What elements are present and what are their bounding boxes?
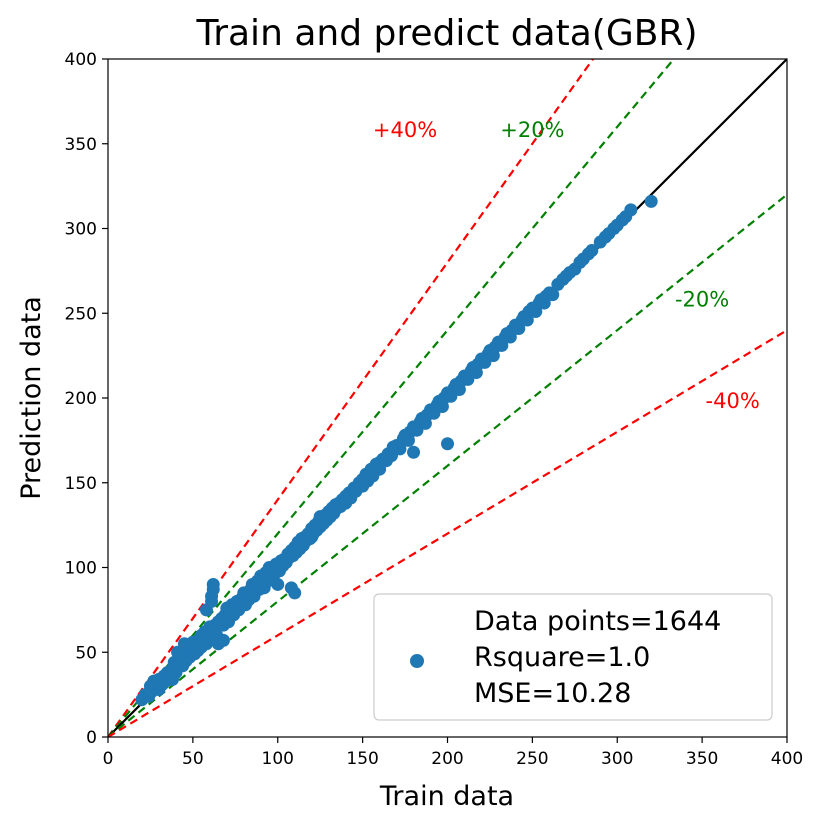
data-point	[644, 194, 658, 208]
data-point	[441, 437, 454, 451]
y-tick-label: 350	[65, 135, 97, 155]
annotation-3: -40%	[706, 389, 760, 413]
legend-line-1: Data points=1644	[474, 606, 721, 637]
reference-line-4	[108, 329, 787, 737]
x-tick-label: 100	[262, 749, 294, 769]
y-tick-label: 250	[65, 304, 97, 324]
y-tick-label: 150	[65, 474, 97, 494]
x-tick-label: 0	[103, 749, 114, 769]
data-point	[216, 633, 230, 647]
data-point	[393, 442, 407, 456]
y-tick-label: 50	[75, 643, 97, 663]
legend-line-2: Rsquare=1.0	[474, 642, 650, 673]
legend: Data points=1644 Rsquare=1.0 MSE=10.28	[373, 593, 773, 721]
reference-line-1	[108, 59, 676, 737]
x-tick-label: 150	[346, 749, 378, 769]
data-points	[135, 194, 658, 707]
data-point	[546, 288, 560, 302]
annotations: +40% +20% -20% -40%	[373, 118, 760, 413]
y-tick-label: 100	[65, 559, 97, 579]
data-point	[407, 445, 421, 459]
data-point	[624, 203, 638, 217]
plot-frame	[107, 58, 788, 738]
data-point	[206, 577, 220, 591]
x-tick-label: 200	[431, 749, 463, 769]
annotation-0: +40%	[373, 118, 437, 142]
legend-box	[373, 593, 773, 721]
legend-line-3: MSE=10.28	[474, 678, 631, 709]
x-tick-label: 300	[601, 749, 633, 769]
axis-ticks: 0 50 100 150 200 250 300 350 400 0 50 100 150 200 250 3…	[65, 50, 804, 769]
x-tick-label: 50	[182, 749, 204, 769]
y-axis-label: Prediction data	[16, 296, 47, 500]
annotation-1: +20%	[500, 118, 564, 142]
x-tick-label: 250	[516, 749, 548, 769]
x-tick-label: 400	[771, 749, 803, 769]
x-axis-label: Train data	[379, 781, 514, 812]
y-tick-label: 400	[65, 50, 97, 70]
legend-marker	[410, 654, 424, 668]
annotation-2: -20%	[675, 287, 729, 311]
x-tick-label: 350	[686, 749, 718, 769]
y-tick-label: 200	[65, 389, 97, 409]
data-point	[271, 577, 285, 591]
y-tick-label: 0	[86, 728, 97, 748]
data-point	[585, 244, 599, 258]
data-point	[288, 586, 302, 600]
chart-title: Train and predict data(GBR)	[196, 13, 698, 54]
y-tick-label: 300	[65, 220, 97, 240]
